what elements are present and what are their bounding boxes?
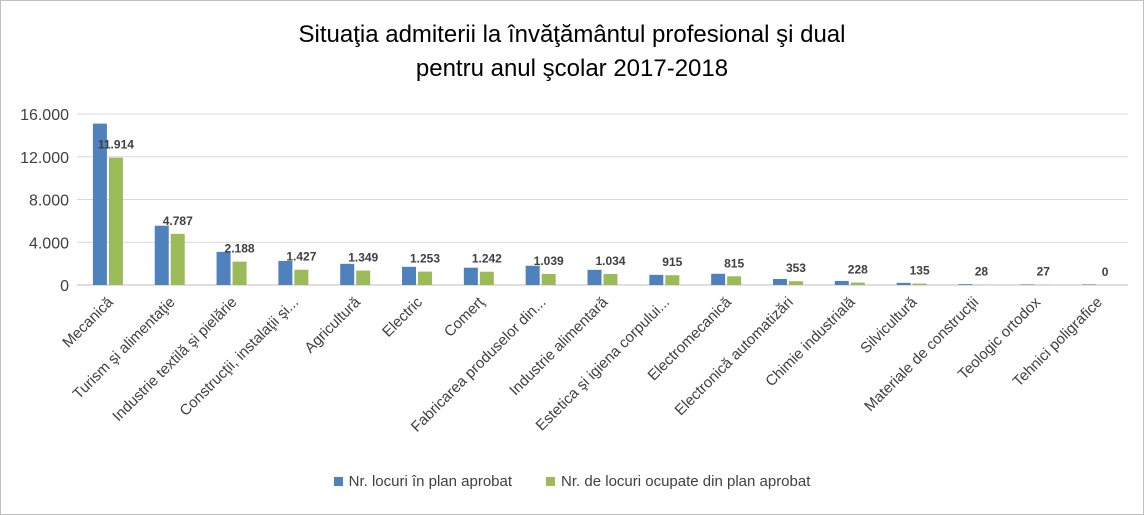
- data-label: 2.188: [225, 242, 255, 256]
- legend-label-planned: Nr. locuri în plan aprobat: [348, 473, 513, 490]
- chart-legend: Nr. locuri în plan aprobat Nr. de locuri…: [0, 473, 1144, 490]
- bar-occupied: [541, 273, 556, 285]
- chart-title-line-1: Situaţia admiterii la învăţământul profe…: [298, 21, 846, 48]
- bar-planned: [92, 123, 107, 286]
- category-label: Agricultură: [301, 293, 364, 356]
- category-label: Silvicultură: [857, 293, 921, 357]
- bar-planned: [587, 269, 602, 285]
- data-label: 353: [786, 261, 806, 275]
- bar-occupied: [665, 275, 680, 285]
- data-label: 915: [662, 255, 682, 269]
- data-label: 11.914: [98, 138, 134, 152]
- data-label: 27: [1037, 265, 1051, 279]
- bar-occupied: [788, 281, 803, 285]
- data-label: 1.427: [286, 250, 316, 264]
- category-label: Industrie textilă şi pielărie: [109, 294, 240, 425]
- chart-title: Situaţia admiterii la învăţământul profe…: [0, 18, 1144, 86]
- category-label: Mecanică: [59, 293, 117, 351]
- data-label: 1.349: [348, 251, 378, 265]
- category-label: Construcţii, instalaţii şi...: [176, 294, 302, 420]
- bar-planned: [402, 266, 417, 285]
- bar-occupied: [912, 283, 927, 285]
- y-tick-label: 4.000: [29, 235, 69, 252]
- bar-planned: [1020, 284, 1035, 285]
- data-label: 1.039: [534, 254, 564, 268]
- bar-occupied: [294, 269, 309, 285]
- category-label: Comerţ: [441, 293, 488, 340]
- category-label: Materiale de construcţii: [861, 294, 982, 415]
- bar-occupied: [232, 261, 247, 285]
- y-tick-label: 12.000: [20, 150, 69, 167]
- bar-planned: [463, 267, 478, 285]
- bar-planned: [525, 265, 540, 285]
- bar-occupied: [727, 276, 742, 285]
- bar-planned: [711, 273, 726, 285]
- data-label: 228: [848, 263, 868, 277]
- legend-swatch-planned: [333, 477, 343, 486]
- y-tick-label: 16.000: [20, 107, 69, 124]
- bar-occupied: [603, 273, 618, 285]
- bar-planned: [958, 284, 973, 285]
- legend-swatch-occupied: [546, 477, 556, 486]
- data-label: 1.034: [595, 254, 625, 268]
- bar-occupied: [170, 233, 185, 285]
- bar-planned: [1082, 284, 1097, 285]
- legend-item-planned: Nr. locuri în plan aprobat: [333, 473, 513, 490]
- bar-planned: [772, 279, 787, 285]
- y-tick-label: 8.000: [29, 193, 69, 210]
- category-label: Turism şi alimentaţie: [70, 294, 179, 403]
- data-label: 135: [910, 264, 930, 278]
- bar-occupied: [850, 282, 865, 285]
- bar-planned: [154, 225, 169, 285]
- bar-planned: [340, 263, 355, 285]
- legend-item-occupied: Nr. de locuri ocupate din plan aprobat: [546, 473, 810, 490]
- bar-occupied: [479, 271, 494, 285]
- bar-planned: [896, 282, 911, 285]
- bar-occupied: [418, 271, 433, 285]
- chart-title-line-2: pentru anul şcolar 2017-2018: [415, 55, 729, 82]
- category-label: Electric: [379, 293, 426, 340]
- category-label: Electronică automatizări: [672, 294, 797, 419]
- bar-occupied: [356, 270, 371, 285]
- bar-planned: [649, 274, 664, 285]
- bar-planned: [216, 251, 231, 285]
- data-label: 0: [1102, 265, 1109, 279]
- data-label: 1.253: [410, 252, 440, 266]
- y-tick-label: 0: [60, 278, 69, 295]
- legend-label-occupied: Nr. de locuri ocupate din plan aprobat: [561, 473, 811, 490]
- data-label: 815: [724, 256, 744, 270]
- data-label: 4.787: [163, 214, 193, 228]
- data-label: 1.242: [472, 252, 502, 266]
- bar-planned: [834, 280, 849, 285]
- data-label: 28: [975, 265, 989, 279]
- bar-planned: [278, 260, 293, 285]
- bar-occupied: [108, 157, 123, 285]
